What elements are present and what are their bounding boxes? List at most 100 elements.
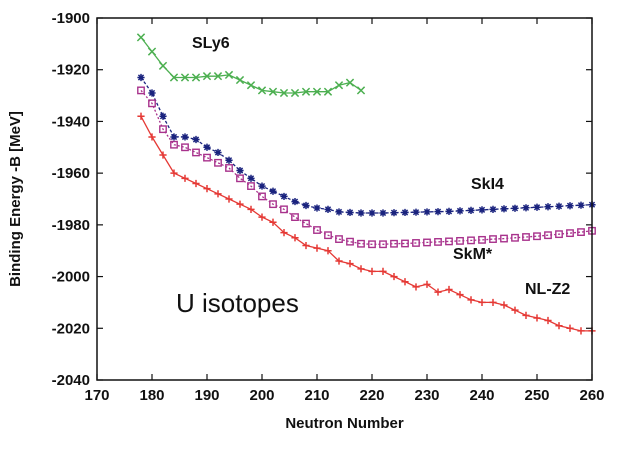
data-point-ski4 bbox=[225, 156, 233, 164]
x-tick-label: 240 bbox=[469, 387, 494, 404]
data-point-ski4 bbox=[434, 208, 442, 216]
data-point-ski4 bbox=[577, 201, 585, 209]
data-point-nl-z2 bbox=[489, 298, 497, 307]
data-point-skm-star bbox=[247, 182, 255, 190]
data-point-sly6 bbox=[290, 88, 300, 98]
data-point-sly6 bbox=[202, 72, 212, 81]
data-point-skm-star bbox=[500, 234, 508, 243]
data-point-ski4 bbox=[181, 133, 189, 141]
data-point-skm-star bbox=[258, 192, 266, 201]
data-point-ski4 bbox=[247, 174, 255, 182]
data-point-ski4 bbox=[269, 187, 277, 195]
data-point-skm-star bbox=[412, 239, 420, 247]
data-point-nl-z2 bbox=[412, 283, 420, 291]
data-point-ski4 bbox=[335, 208, 343, 216]
data-point-skm-star bbox=[324, 231, 332, 240]
data-point-skm-star bbox=[401, 239, 409, 248]
x-tick-label: 200 bbox=[249, 387, 274, 404]
data-point-skm-star bbox=[379, 240, 387, 249]
x-axis-label: Neutron Number bbox=[285, 415, 404, 432]
data-point-skm-star bbox=[137, 86, 145, 95]
data-point-ski4 bbox=[401, 208, 409, 217]
data-point-sly6 bbox=[268, 87, 278, 96]
data-point-nl-z2 bbox=[192, 179, 200, 188]
x-axis-ticks: 170 180 190 200 210 220 230 240 250 260 bbox=[84, 18, 605, 404]
data-point-skm-star bbox=[225, 164, 233, 172]
data-point-ski4 bbox=[214, 148, 222, 157]
data-point-nl-z2 bbox=[269, 218, 277, 226]
data-point-skm-star bbox=[423, 238, 431, 247]
series-label-nl-z2: NL-Z2 bbox=[525, 281, 570, 298]
data-point-skm-star bbox=[236, 174, 244, 183]
data-point-skm-star bbox=[313, 226, 321, 234]
data-point-skm-star bbox=[192, 148, 200, 157]
y-axis-ticks: -1900 -1920 -1940 -1960 -1980 -2000 -2020 -2040 bbox=[52, 10, 592, 389]
data-point-nl-z2 bbox=[335, 257, 343, 265]
data-point-skm-star bbox=[181, 143, 189, 152]
data-point-sly6 bbox=[191, 73, 201, 82]
data-point-nl-z2 bbox=[511, 306, 519, 314]
data-point-ski4 bbox=[412, 208, 420, 216]
data-point-skm-star bbox=[335, 235, 343, 243]
data-point-skm-star bbox=[566, 229, 574, 238]
series-label-sly6: SLy6 bbox=[192, 35, 230, 52]
data-point-ski4 bbox=[511, 204, 519, 212]
x-tick-label: 220 bbox=[359, 387, 384, 404]
data-point-nl-z2 bbox=[566, 324, 574, 332]
data-point-ski4 bbox=[522, 204, 530, 212]
data-point-skm-star bbox=[555, 230, 563, 239]
data-point-nl-z2 bbox=[478, 298, 486, 307]
data-point-ski4 bbox=[280, 192, 288, 201]
data-point-nl-z2 bbox=[203, 185, 211, 193]
data-point-skm-star bbox=[302, 219, 310, 228]
data-point-skm-star bbox=[203, 153, 211, 162]
data-point-ski4 bbox=[456, 207, 464, 215]
series-layer bbox=[136, 33, 596, 335]
data-point-nl-z2 bbox=[181, 174, 189, 182]
y-tick-label: -1980 bbox=[52, 217, 90, 234]
data-point-ski4 bbox=[423, 208, 431, 216]
data-point-skm-star bbox=[456, 236, 464, 245]
data-point-sly6 bbox=[169, 73, 179, 82]
x-tick-label: 180 bbox=[139, 387, 164, 404]
data-point-ski4 bbox=[467, 206, 475, 214]
series-label-ski4: SkI4 bbox=[471, 176, 504, 193]
data-point-ski4 bbox=[544, 203, 552, 211]
data-point-sly6 bbox=[312, 87, 322, 96]
data-point-nl-z2 bbox=[236, 200, 244, 208]
series-sly6 bbox=[136, 33, 366, 98]
data-point-skm-star bbox=[577, 228, 585, 236]
y-axis-label: Binding Energy -B [MeV] bbox=[7, 111, 24, 287]
chart-annotation: U isotopes bbox=[176, 288, 299, 318]
data-point-ski4 bbox=[489, 205, 497, 213]
data-point-sly6 bbox=[147, 47, 157, 56]
data-point-ski4 bbox=[390, 209, 398, 217]
data-point-skm-star bbox=[434, 238, 442, 246]
data-point-nl-z2 bbox=[159, 151, 167, 159]
data-point-sly6 bbox=[235, 75, 245, 85]
data-point-nl-z2 bbox=[137, 112, 145, 120]
data-point-skm-star bbox=[544, 231, 552, 240]
data-point-skm-star bbox=[368, 240, 376, 249]
data-point-nl-z2 bbox=[225, 195, 233, 203]
data-point-nl-z2 bbox=[302, 241, 310, 250]
data-point-ski4 bbox=[159, 112, 167, 120]
data-point-skm-star bbox=[390, 239, 398, 248]
data-point-ski4 bbox=[555, 202, 563, 210]
data-point-nl-z2 bbox=[214, 190, 222, 198]
data-point-ski4 bbox=[258, 182, 266, 190]
data-point-nl-z2 bbox=[247, 205, 255, 213]
series-line-nl-z2 bbox=[140, 115, 592, 332]
series-ski4 bbox=[137, 73, 596, 217]
data-point-skm-star bbox=[522, 233, 530, 241]
series-nl-z2 bbox=[137, 112, 596, 335]
data-point-nl-z2 bbox=[148, 133, 156, 141]
data-point-skm-star bbox=[533, 232, 541, 241]
data-point-ski4 bbox=[346, 208, 354, 217]
data-point-ski4 bbox=[236, 166, 244, 175]
data-point-ski4 bbox=[291, 197, 299, 206]
data-point-ski4 bbox=[302, 201, 310, 210]
x-tick-label: 260 bbox=[579, 387, 604, 404]
series-skm-star bbox=[137, 86, 596, 249]
data-point-nl-z2 bbox=[555, 322, 563, 330]
